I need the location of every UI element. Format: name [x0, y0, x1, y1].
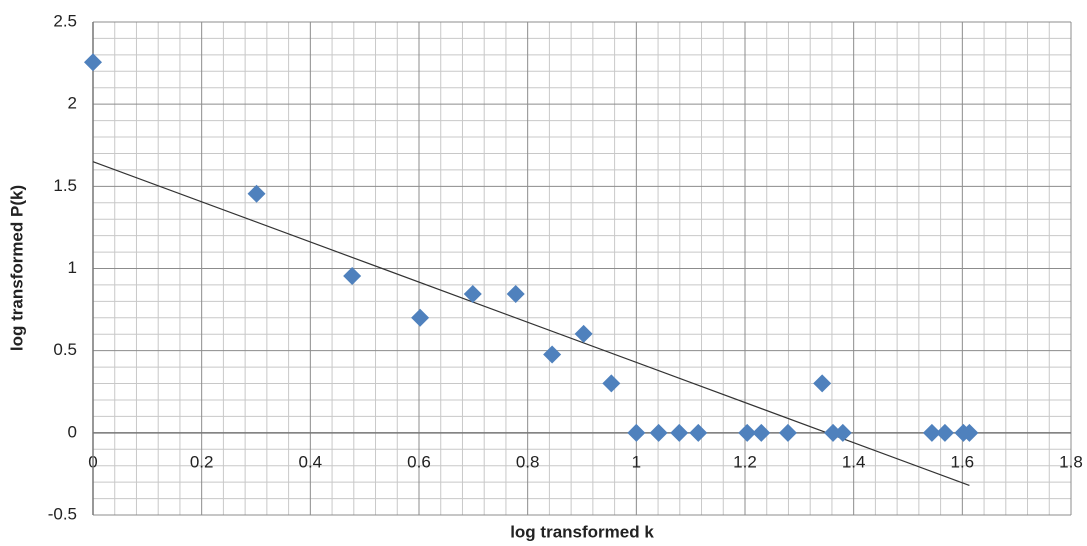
point	[574, 324, 593, 343]
x-tick-label: 1.6	[951, 452, 975, 471]
trendline	[92, 161, 970, 486]
x-tick-label: 1	[632, 452, 641, 471]
y-tick-label: 0	[68, 422, 77, 441]
point	[649, 423, 668, 442]
point	[689, 423, 708, 442]
point	[922, 423, 941, 442]
point	[960, 423, 979, 442]
point	[506, 284, 525, 303]
point	[778, 423, 797, 442]
x-tick-label: 0.6	[407, 452, 431, 471]
x-tick-label: 0.4	[299, 452, 323, 471]
y-tick-label: 2	[68, 94, 77, 113]
y-axis-title: log transformed P(k)	[7, 185, 26, 351]
point	[411, 308, 430, 327]
point	[813, 374, 832, 393]
point	[543, 345, 562, 364]
point	[824, 423, 843, 442]
point	[935, 423, 954, 442]
point	[752, 423, 771, 442]
point	[738, 423, 757, 442]
point	[247, 184, 266, 203]
y-tick-label: 1.5	[53, 176, 77, 195]
point	[602, 374, 621, 393]
point	[833, 423, 852, 442]
y-tick-label: -0.5	[48, 504, 77, 523]
x-axis-title: log transformed k	[510, 522, 654, 541]
x-tick-label: 1.4	[842, 452, 866, 471]
point	[463, 284, 482, 303]
marks	[84, 53, 979, 486]
y-tick-label: 0.5	[53, 340, 77, 359]
grid: 00.20.40.60.811.21.41.61.8-0.500.511.522…	[48, 11, 1083, 523]
point	[627, 423, 646, 442]
point	[343, 267, 362, 286]
y-tick-label: 1	[68, 258, 77, 277]
x-tick-label: 0.2	[190, 452, 214, 471]
x-tick-label: 1.2	[733, 452, 757, 471]
x-tick-label: 0.8	[516, 452, 540, 471]
y-tick-label: 2.5	[53, 11, 77, 30]
point	[84, 53, 102, 72]
point	[670, 423, 689, 442]
x-tick-label: 1.8	[1059, 452, 1083, 471]
